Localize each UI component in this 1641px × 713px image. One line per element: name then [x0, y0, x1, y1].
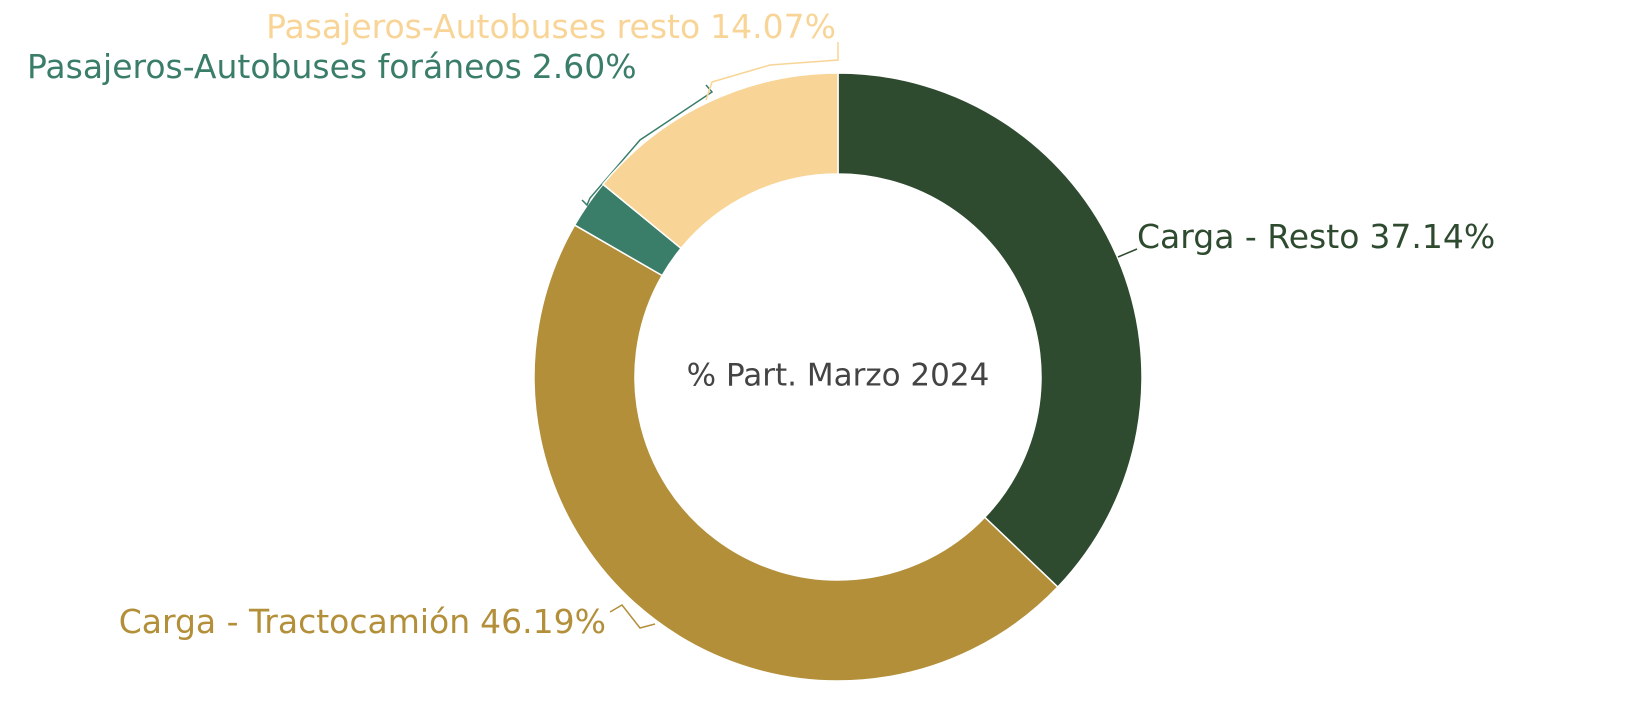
slice-label-value: 2.60%: [532, 47, 637, 86]
slice-label: Pasajeros-Autobuses resto 14.07%: [266, 7, 836, 46]
slice-label-name: Carga - Tractocamión: [119, 602, 470, 641]
donut-slice: [533, 224, 1059, 682]
leader-line: [705, 42, 839, 101]
slice-label-value: 14.07%: [710, 7, 836, 46]
slice-label: Pasajeros-Autobuses foráneos 2.60%: [27, 47, 637, 86]
slice-label: Carga - Tractocamión 46.19%: [119, 602, 606, 641]
leader-line: [581, 84, 714, 207]
slice-label-name: Pasajeros-Autobuses foráneos: [27, 47, 522, 86]
slice-label-name: Pasajeros-Autobuses resto: [266, 7, 700, 46]
leader-line: [609, 604, 656, 629]
slice-label-name: Carga - Resto: [1137, 217, 1359, 256]
donut-slice: [837, 72, 1143, 589]
leader-line: [1117, 248, 1138, 258]
center-text: % Part. Marzo 2024: [687, 358, 990, 394]
donut-slice: [601, 72, 839, 250]
slice-label-value: 46.19%: [480, 602, 606, 641]
slice-label-value: 37.14%: [1369, 217, 1495, 256]
slice-label: Carga - Resto 37.14%: [1137, 217, 1495, 256]
